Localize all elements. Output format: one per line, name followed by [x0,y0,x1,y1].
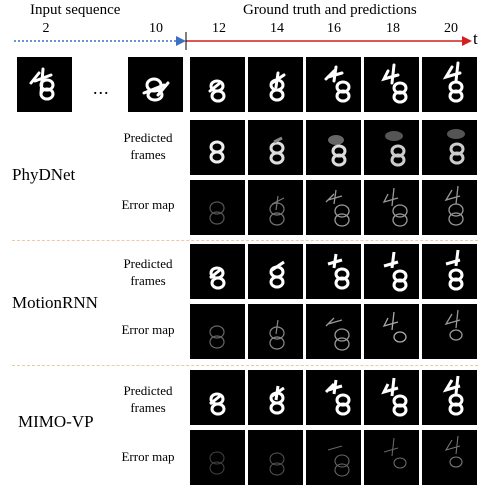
input-frame-10 [128,57,183,112]
mimo-pred-16 [306,370,361,425]
motionrnn-error-20 [422,304,477,359]
tick-20: 20 [444,21,458,36]
predicted-label-line1: Predicted [123,256,173,271]
mimo-error-12 [190,430,245,485]
model-label-mimo-vp: MIMO-VP [18,412,94,431]
motionrnn-error-12 [190,304,245,359]
motionrnn-pred-16 [306,244,361,299]
mimo-error-16 [306,430,361,485]
tick-12: 12 [212,21,226,36]
mimo-error-14 [248,430,303,485]
phydnet-pred-16 [306,120,361,175]
predicted-label-line2: frames [130,400,166,415]
mimo-error-18 [364,430,419,485]
tick-2: 2 [42,21,50,36]
mimo-pred-12 [190,370,245,425]
tick-18: 18 [386,21,400,36]
phydnet-error-12 [190,180,245,235]
motionrnn-pred-20 [422,244,477,299]
time-axis-label: t [473,29,478,48]
error-map-label: Error map [121,322,175,337]
phydnet-error-18 [364,180,419,235]
tick-10: 10 [149,21,163,36]
predicted-label-line1: Predicted [123,130,173,145]
separator-1 [12,240,478,241]
mimo-error-20 [422,430,477,485]
phydnet-pred-14 [248,120,303,175]
ground-truth-title: Ground truth and predictions [243,2,417,18]
mimo-pred-14 [248,370,303,425]
mimo-pred-20 [422,370,477,425]
predicted-frames-label: Predicted frames [108,129,188,163]
input-frame-2 [17,57,72,112]
mimo-pred-18 [364,370,419,425]
phydnet-error-20 [422,180,477,235]
motionrnn-pred-14 [248,244,303,299]
predicted-label-line2: frames [130,273,166,288]
separator-2 [12,365,478,366]
phydnet-pred-20 [422,120,477,175]
model-label-phydnet: PhyDNet [12,165,76,184]
predicted-frames-label: Predicted frames [108,255,188,289]
phydnet-pred-18 [364,120,419,175]
error-map-label: Error map [121,449,175,464]
motionrnn-error-18 [364,304,419,359]
phydnet-pred-12 [190,120,245,175]
motionrnn-error-16 [306,304,361,359]
input-sequence-title: Input sequence [30,2,121,18]
model-label-motionrnn: MotionRNN [12,293,98,312]
ellipsis: ... [93,78,110,98]
predicted-label-line1: Predicted [123,383,173,398]
error-map-label: Error map [121,197,175,212]
phydnet-error-16 [306,180,361,235]
motionrnn-error-14 [248,304,303,359]
gt-frame-18 [364,57,419,112]
motionrnn-pred-12 [190,244,245,299]
pred-axis-arrow [462,36,472,46]
gt-frame-20 [422,57,477,112]
predicted-frames-label: Predicted frames [108,382,188,416]
predicted-label-line2: frames [130,147,166,162]
tick-14: 14 [270,21,284,36]
gt-frame-14 [248,57,303,112]
phydnet-error-14 [248,180,303,235]
motionrnn-pred-18 [364,244,419,299]
input-axis-arrow [176,36,186,46]
timeline-axis [14,32,472,50]
gt-frame-16 [306,57,361,112]
gt-frame-12 [190,57,245,112]
tick-16: 16 [327,21,341,36]
